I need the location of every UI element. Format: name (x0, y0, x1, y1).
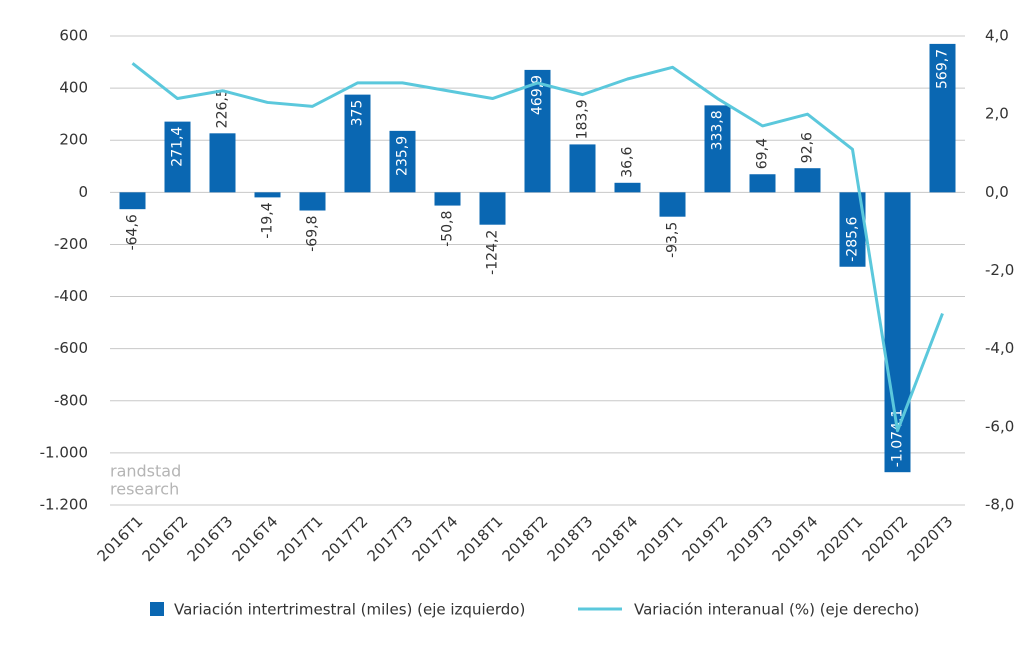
y2-tick-label: 0,0 (985, 183, 1009, 201)
y-tick-label: 600 (59, 27, 88, 45)
x-tick-label: 2019T4 (769, 512, 822, 565)
y-tick-label: 0 (78, 183, 88, 201)
bar (164, 121, 191, 193)
watermark: randstad (110, 462, 181, 481)
y2-tick-label: 4,0 (985, 27, 1009, 45)
y2-tick-label: -8,0 (985, 496, 1014, 514)
x-tick-label: 2020T2 (859, 512, 912, 565)
bar (524, 69, 551, 193)
value-label: 469,9 (530, 75, 546, 115)
x-tick-label: 2017T2 (319, 512, 372, 565)
y2-tick-label: -2,0 (985, 261, 1014, 279)
x-tick-label: 2016T1 (94, 512, 147, 565)
value-label: 69,4 (755, 138, 771, 169)
y-tick-label: -200 (54, 235, 88, 253)
bar (119, 192, 146, 210)
x-tick-label: 2016T2 (139, 512, 192, 565)
bar (479, 192, 506, 225)
value-label: 36,6 (620, 147, 636, 178)
value-label: -19,4 (260, 202, 276, 238)
x-tick-label: 2020T1 (814, 512, 867, 565)
value-label: -50,8 (440, 211, 456, 247)
value-label: 183,9 (575, 99, 591, 139)
line (131, 62, 944, 433)
y-tick-label: -1.200 (40, 496, 88, 514)
y2-tick-label: 2,0 (985, 105, 1009, 123)
bar (299, 192, 326, 211)
legend-label: Variación interanual (%) (eje derecho) (634, 601, 920, 619)
legend-label: Variación intertrimestral (miles) (eje i… (174, 601, 525, 619)
value-label: -124,2 (485, 230, 501, 275)
x-tick-label: 2018T4 (589, 512, 642, 565)
y2-tick-label: -4,0 (985, 339, 1014, 357)
x-tick-label: 2016T4 (229, 512, 282, 565)
value-label: 333,8 (710, 110, 726, 150)
y-tick-label: 400 (59, 79, 88, 97)
bar (209, 133, 236, 193)
bar (344, 94, 371, 193)
x-tick-label: 2018T3 (544, 512, 597, 565)
value-label: -64,6 (125, 214, 141, 250)
x-tick-label: 2019T3 (724, 512, 777, 565)
bar (254, 192, 281, 198)
value-label: 271,4 (170, 127, 186, 167)
y-tick-label: -1.000 (40, 443, 88, 461)
x-tick-label: 2017T1 (274, 512, 327, 565)
bar (659, 192, 686, 217)
x-tick-label: 2018T1 (454, 512, 507, 565)
y2-tick-label: -6,0 (985, 417, 1014, 435)
value-label: 569,7 (935, 49, 951, 89)
value-label: 92,6 (800, 132, 816, 163)
bar (929, 43, 956, 193)
y-tick-label: -600 (54, 339, 88, 357)
bar (749, 174, 776, 193)
watermark: research (110, 480, 179, 499)
y-tick-label: -400 (54, 287, 88, 305)
bar (569, 144, 596, 193)
bar (434, 192, 461, 206)
value-label: 235,9 (395, 136, 411, 176)
x-tick-label: 2020T3 (904, 512, 957, 565)
value-label: -93,5 (665, 222, 681, 258)
bar (614, 182, 641, 193)
y-tick-label: -800 (54, 391, 88, 409)
x-tick-label: 2017T3 (364, 512, 417, 565)
value-label: -285,6 (845, 217, 861, 262)
value-label: 226,5 (215, 88, 231, 128)
bar (704, 105, 731, 193)
x-tick-label: 2018T2 (499, 512, 552, 565)
legend-swatch (150, 602, 164, 616)
y-tick-label: 200 (59, 131, 88, 149)
x-tick-label: 2017T4 (409, 512, 462, 565)
bar (389, 130, 416, 193)
x-tick-label: 2019T1 (634, 512, 687, 565)
value-label: 375 (350, 100, 366, 127)
x-tick-label: 2019T2 (679, 512, 732, 565)
bar (794, 168, 821, 193)
x-tick-label: 2016T3 (184, 512, 237, 565)
value-label: -69,8 (305, 216, 321, 252)
